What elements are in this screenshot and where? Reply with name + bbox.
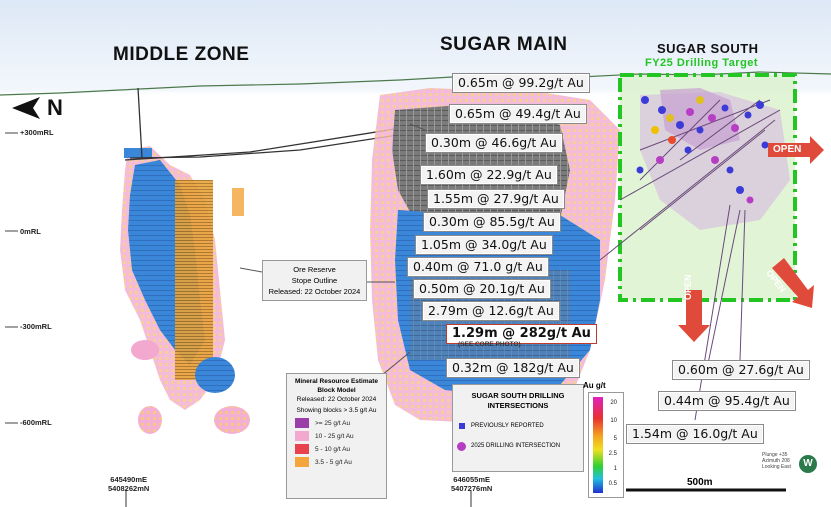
- northing: 5407276mN: [451, 484, 493, 493]
- drilling-legend-title: SUGAR SOUTH DRILLING: [471, 391, 565, 400]
- open-label: OPEN: [773, 144, 802, 155]
- intersection-label: 1.54m @ 16.0g/t Au: [626, 424, 764, 444]
- northing: 5408262mN: [108, 484, 150, 493]
- drilling-legend-title: INTERSECTIONS: [487, 401, 549, 410]
- view-direction: Looking East: [762, 464, 791, 470]
- open-label: OPEN: [683, 274, 693, 300]
- intersection-label: 0.32m @ 182g/t Au: [446, 358, 580, 378]
- company-logo: W: [799, 455, 817, 473]
- intersection-label: 1.05m @ 34.0g/t Au: [415, 235, 553, 255]
- legend-label: 2025 DRILLING INTERSECTION: [471, 443, 561, 449]
- resource-title: Block Model: [317, 387, 356, 394]
- ore-reserve-legend: Ore Reserve Stope Outline Released: 22 O…: [262, 260, 367, 301]
- legend-label: 5 - 10 g/t Au: [315, 445, 351, 453]
- ore-reserve-line: Released: 22 October 2024: [268, 287, 361, 296]
- view-info: Plunge +35 Azimuth 208 Looking East: [762, 452, 791, 470]
- ore-reserve-line: Ore Reserve: [293, 265, 336, 274]
- intersection-label: 0.50m @ 20.1g/t Au: [413, 279, 551, 299]
- intersection-label: 0.65m @ 99.2g/t Au: [452, 73, 590, 93]
- rl-label: -300mRL: [20, 322, 52, 331]
- legend-row: 5 - 10 g/t Au: [295, 444, 386, 454]
- scale-tick: 1: [613, 466, 617, 472]
- scale-tick: 0.5: [608, 481, 617, 487]
- scale-tick: 2.5: [608, 451, 617, 457]
- scale-bar-label: 500m: [687, 477, 713, 488]
- intersection-label: 1.55m @ 27.9g/t Au: [427, 189, 565, 209]
- legend-label: 10 - 25 g/t Au: [315, 432, 354, 440]
- drill-traces: [599, 99, 781, 421]
- coord-label: 646055mE 5407276mN: [451, 475, 492, 493]
- sugar-south-target: [618, 73, 797, 302]
- legend-row: PREVIOUSLY REPORTED: [459, 421, 583, 431]
- resource-legend: Mineral Resource Estimate Block Model Re…: [286, 373, 387, 499]
- middle-zone-title: MIDDLE ZONE: [113, 44, 250, 65]
- rl-label: +300mRL: [20, 128, 54, 137]
- coord-label: 645490mE 5408262mN: [108, 475, 149, 493]
- intersection-label: 0.65m @ 49.4g/t Au: [449, 104, 587, 124]
- drilling-target-label: FY25 Drilling Target: [645, 57, 759, 69]
- legend-label: PREVIOUSLY REPORTED: [471, 423, 544, 429]
- resource-filter: Showing blocks > 3.5 g/t Au: [296, 407, 377, 414]
- intersection-label: 0.60m @ 27.6g/t Au: [672, 360, 810, 380]
- north-label: N: [47, 95, 64, 120]
- sugar-main-title: SUGAR MAIN: [440, 34, 568, 55]
- resource-title: Mineral Resource Estimate: [294, 378, 379, 385]
- color-scale-title: Au g/t: [583, 381, 606, 390]
- color-scale: 20 10 5 2.5 1 0.5: [588, 392, 624, 498]
- legend-swatch: [295, 444, 309, 454]
- ore-reserve-line: Stope Outline: [291, 276, 338, 285]
- easting: 645490mE: [110, 475, 147, 484]
- intersection-label: 0.44m @ 95.4g/t Au: [658, 391, 796, 411]
- drilling-legend: SUGAR SOUTH DRILLING INTERSECTIONS PREVI…: [452, 384, 584, 472]
- rl-label: 0mRL: [20, 227, 41, 236]
- intersection-label: 2.79m @ 12.6g/t Au: [422, 301, 560, 321]
- north-arrow-icon: [12, 97, 40, 119]
- legend-label: 3.5 - 5 g/t Au: [315, 458, 352, 466]
- rl-ticks: [5, 132, 18, 424]
- previously-reported-marker-icon: [459, 423, 465, 429]
- intersection-label: 1.60m @ 22.9g/t Au: [420, 165, 558, 185]
- resource-release: Released: 22 October 2024: [296, 396, 377, 403]
- drill-intersection-dots: [636, 96, 769, 204]
- core-photo-note: (SEE CORE PHOTO): [458, 341, 521, 348]
- legend-row: >= 25 g/t Au: [295, 418, 386, 428]
- legend-row: 10 - 25 g/t Au: [295, 431, 386, 441]
- intersection-label-highlight: 1.29m @ 282g/t Au: [446, 324, 597, 344]
- easting: 646055mE: [453, 475, 490, 484]
- intersection-label: 0.30m @ 85.5g/t Au: [423, 212, 561, 232]
- color-scale-bar: [593, 397, 603, 493]
- legend-row: 2025 DRILLING INTERSECTION: [457, 441, 583, 451]
- scale-tick: 20: [610, 400, 617, 406]
- sugar-south-title: SUGAR SOUTH: [657, 41, 759, 56]
- scale-tick: 5: [613, 436, 617, 442]
- coord-ticks: [125, 490, 472, 507]
- open-arrows: [678, 136, 824, 342]
- legend-swatch: [295, 431, 309, 441]
- intersection-label: 0.30m @ 46.6g/t Au: [425, 133, 563, 153]
- new-intersection-marker-icon: [457, 441, 466, 451]
- rl-label: -600mRL: [20, 418, 52, 427]
- view-plunge: Plunge +35: [762, 452, 788, 458]
- intersection-label: 0.40m @ 71.0 g/t Au: [407, 257, 549, 277]
- middle-zone-block-model: [120, 146, 250, 434]
- scale-tick: 10: [610, 418, 617, 424]
- legend-swatch: [295, 457, 309, 467]
- legend-swatch: [295, 418, 309, 428]
- view-azimuth: Azimuth 208: [762, 458, 790, 464]
- legend-row: 3.5 - 5 g/t Au: [295, 457, 386, 467]
- legend-label: >= 25 g/t Au: [315, 419, 351, 427]
